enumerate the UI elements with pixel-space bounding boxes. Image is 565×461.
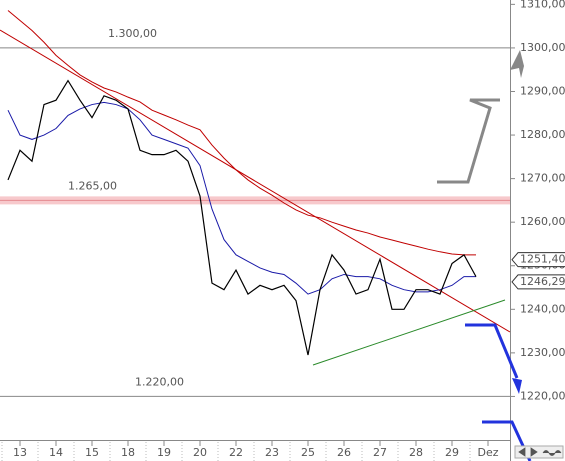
series-line — [7, 10, 476, 256]
series-line — [7, 101, 476, 295]
x-tick-label: 26 — [337, 446, 351, 459]
price-tag — [511, 274, 565, 290]
y-tick-label: 1220,000 — [520, 389, 565, 402]
x-tick-label: 18 — [121, 446, 135, 459]
icon[interactable] — [518, 447, 562, 457]
y-tick-label: 1310,000 — [520, 0, 565, 10]
y-tick-label: 1300,000 — [520, 41, 565, 54]
y-tick-label: 1260,000 — [520, 215, 565, 228]
x-tick-label: 22 — [229, 446, 243, 459]
x-tick-label: 25 — [301, 446, 315, 459]
level-label: 1.220,00 — [135, 375, 184, 388]
x-tick-label: 19 — [157, 446, 171, 459]
x-tick-label: 27 — [373, 446, 387, 459]
level-label: 1.265,00 — [68, 179, 117, 192]
x-tick-label: 29 — [445, 446, 459, 459]
x-tick-label: 23 — [265, 446, 279, 459]
level-label: 1.300,00 — [108, 27, 157, 40]
arrow-head — [510, 50, 524, 78]
x-tick-label: 14 — [49, 446, 63, 459]
trend-line — [312, 299, 506, 366]
y-tick-label: 1290,000 — [520, 84, 565, 97]
y-tick-label: 1230,000 — [520, 346, 565, 359]
price-tag-label: 1251,40 — [520, 253, 565, 266]
arrow-path — [465, 323, 519, 379]
x-tick-label: Dez — [477, 446, 498, 459]
x-tick-label: 28 — [409, 446, 423, 459]
price-tag — [511, 252, 565, 268]
y-tick-label: 1240,000 — [520, 302, 565, 315]
arrow-path — [437, 98, 500, 184]
arrow-head — [512, 378, 522, 394]
y-tick-label: 1280,000 — [520, 128, 565, 141]
price-tag-label: 1246,29 — [520, 275, 565, 288]
x-tick-label: 13 — [13, 446, 27, 459]
series-line — [7, 79, 477, 356]
x-tick-label: 15 — [85, 446, 99, 459]
x-tick-label: 20 — [193, 446, 207, 459]
scroll-icons[interactable] — [514, 445, 564, 459]
y-tick-label: 1270,000 — [520, 172, 565, 185]
trend-line — [0, 29, 511, 333]
